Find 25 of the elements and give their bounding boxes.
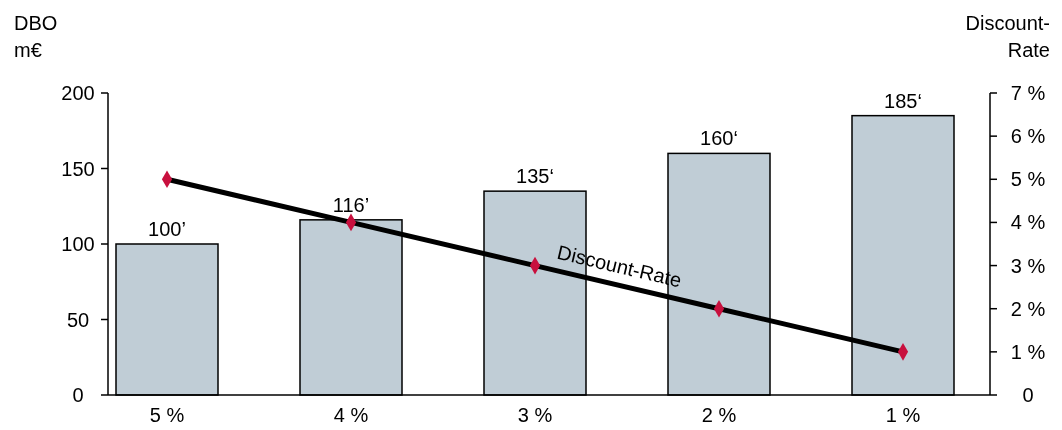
y2-tick-label: 3 % [1010,254,1046,277]
x-tick-label: 1 % [885,404,921,426]
y2-tick-label: 4 % [1010,211,1046,234]
y-tick-label: 0 [72,384,84,406]
y2-tick-label: 1 % [1010,340,1046,363]
x-tick-label: 4 % [333,404,369,426]
x-tick-label: 5 % [149,404,185,426]
x-tick-label: 2 % [701,404,737,426]
y2-tick-label: 6 % [1010,125,1046,148]
y2-tick-label: 5 % [1010,168,1046,191]
y2-axis-title: Discount- Rate [965,12,1050,61]
y-tick-label: 150 [61,157,95,180]
y2-tick-label: 0 [1022,384,1034,406]
y-tick-label: 100 [61,233,95,255]
data-label: 135‘ [516,165,554,188]
y-tick-label: 200 [61,82,95,104]
data-label: 185‘ [884,89,922,112]
y2-tick-label: 7 % [1010,82,1046,104]
y-tick-label: 50 [66,308,90,331]
x-tick-label: 3 % [517,404,553,426]
data-label: 100’ [148,218,186,240]
data-label: 160‘ [700,127,738,150]
y2-tick-label: 2 % [1010,297,1046,320]
y-axis-title: DBO m€ [14,12,58,61]
data-label: 116’ [332,193,370,216]
